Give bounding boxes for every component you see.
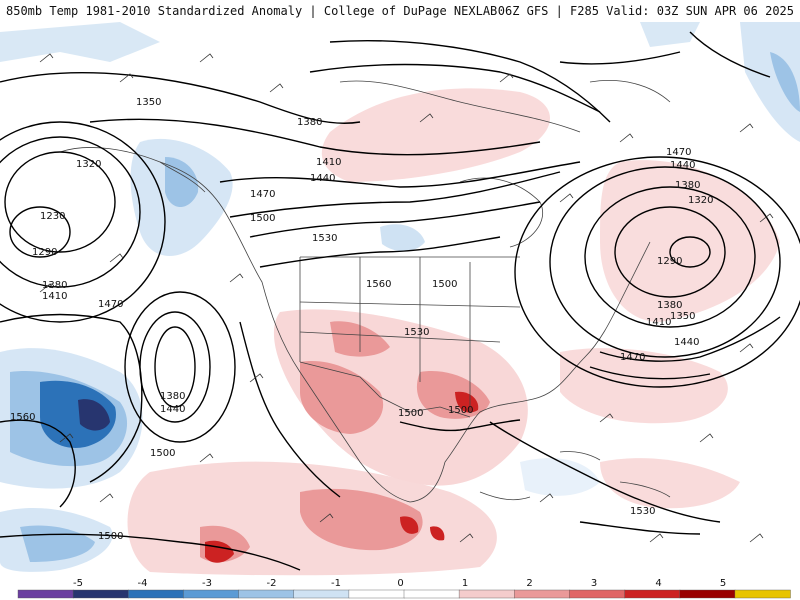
contour-label: 1470 xyxy=(620,352,645,363)
contour-label: 1440 xyxy=(310,173,335,184)
model-run-info: 06Z GFS | F285 Valid: 03Z SUN APR 06 202… xyxy=(497,4,794,18)
contour-label: 1500 xyxy=(398,408,423,419)
map-title: 850mb Temp 1981-2010 Standardized Anomal… xyxy=(6,4,498,18)
colorbar-tick-label: -4 xyxy=(138,578,148,589)
colorbar-tick-label: 0 xyxy=(397,578,403,589)
anomaly-map: 1350 1380 1320 1230 1290 1380 1410 1470 … xyxy=(0,22,800,576)
contour-label: 1290 xyxy=(657,256,682,267)
contour-label: 1380 xyxy=(657,300,682,311)
contour-label: 1320 xyxy=(688,195,713,206)
contour-label: 1440 xyxy=(160,404,185,415)
contour-label: 1350 xyxy=(670,311,695,322)
colorbar-swatch xyxy=(569,589,626,599)
colorbar-swatch xyxy=(734,589,791,599)
colorbar-swatch xyxy=(17,589,74,599)
contour-label: 1560 xyxy=(366,279,391,290)
colorbar-swatch xyxy=(293,589,350,599)
contour-label: 1410 xyxy=(42,291,67,302)
colorbar-ticks: -5 -4 -3 -2 -1 0 1 2 3 4 5 xyxy=(73,578,726,589)
contour-label: 1470 xyxy=(98,299,123,310)
contour-label: 1530 xyxy=(312,233,337,244)
contour-label: 1410 xyxy=(316,157,341,168)
colorbar-swatch xyxy=(128,589,185,599)
contour-label: 1440 xyxy=(670,160,695,171)
colorbar-tick-label: 3 xyxy=(591,578,597,589)
colorbar-swatch xyxy=(514,589,571,599)
height-contours xyxy=(0,31,800,571)
colorbar-tick-label: 2 xyxy=(526,578,532,589)
contour-label: 1560 xyxy=(10,412,35,423)
contour-label: 1410 xyxy=(646,317,671,328)
colorbar-swatch xyxy=(72,589,129,599)
colorbar-swatch xyxy=(183,589,240,599)
colorbar-swatch xyxy=(403,589,460,599)
contour-label: 1500 xyxy=(448,405,473,416)
contour-label: 1470 xyxy=(666,147,691,158)
contour-label: 1380 xyxy=(675,180,700,191)
contour-label-group: 1350 1380 1320 1230 1290 1380 1410 1470 … xyxy=(10,97,713,542)
colorbar-swatch xyxy=(624,589,681,599)
contour-label: 1380 xyxy=(297,117,322,128)
colorbar-swatch xyxy=(348,589,405,599)
contour-label: 1230 xyxy=(40,211,65,222)
colorbar-swatches xyxy=(17,589,791,599)
colorbar-tick-label: 1 xyxy=(462,578,468,589)
contour-label: 1380 xyxy=(160,391,185,402)
contour-label: 1500 xyxy=(150,448,175,459)
geographic-borders xyxy=(59,80,671,503)
map-header: 850mb Temp 1981-2010 Standardized Anomal… xyxy=(0,0,800,22)
contour-label: 1290 xyxy=(32,247,57,258)
colorbar-swatch xyxy=(679,589,736,599)
contour-label: 1320 xyxy=(76,159,101,170)
wind-barbs xyxy=(39,53,774,543)
colorbar-tick-label: -2 xyxy=(267,578,277,589)
contour-label: 1440 xyxy=(674,337,699,348)
colorbar-tick-label: -1 xyxy=(331,578,341,589)
contour-label: 1470 xyxy=(250,189,275,200)
colorbar-swatch xyxy=(238,589,295,599)
contour-label: 1500 xyxy=(432,279,457,290)
anomaly-colorbar: -5 -4 -3 -2 -1 0 1 2 3 4 5 xyxy=(17,578,791,599)
contour-label: 1350 xyxy=(136,97,161,108)
colorbar-tick-label: -5 xyxy=(73,578,83,589)
colorbar-tick-label: -3 xyxy=(202,578,212,589)
contour-label: 1500 xyxy=(250,213,275,224)
contour-label: 1500 xyxy=(98,531,123,542)
contour-label: 1530 xyxy=(404,327,429,338)
contour-label: 1530 xyxy=(630,506,655,517)
colorbar-tick-label: 4 xyxy=(655,578,661,589)
colorbar-tick-label: 5 xyxy=(720,578,726,589)
colorbar-swatch xyxy=(458,589,515,599)
contour-label: 1380 xyxy=(42,280,67,291)
